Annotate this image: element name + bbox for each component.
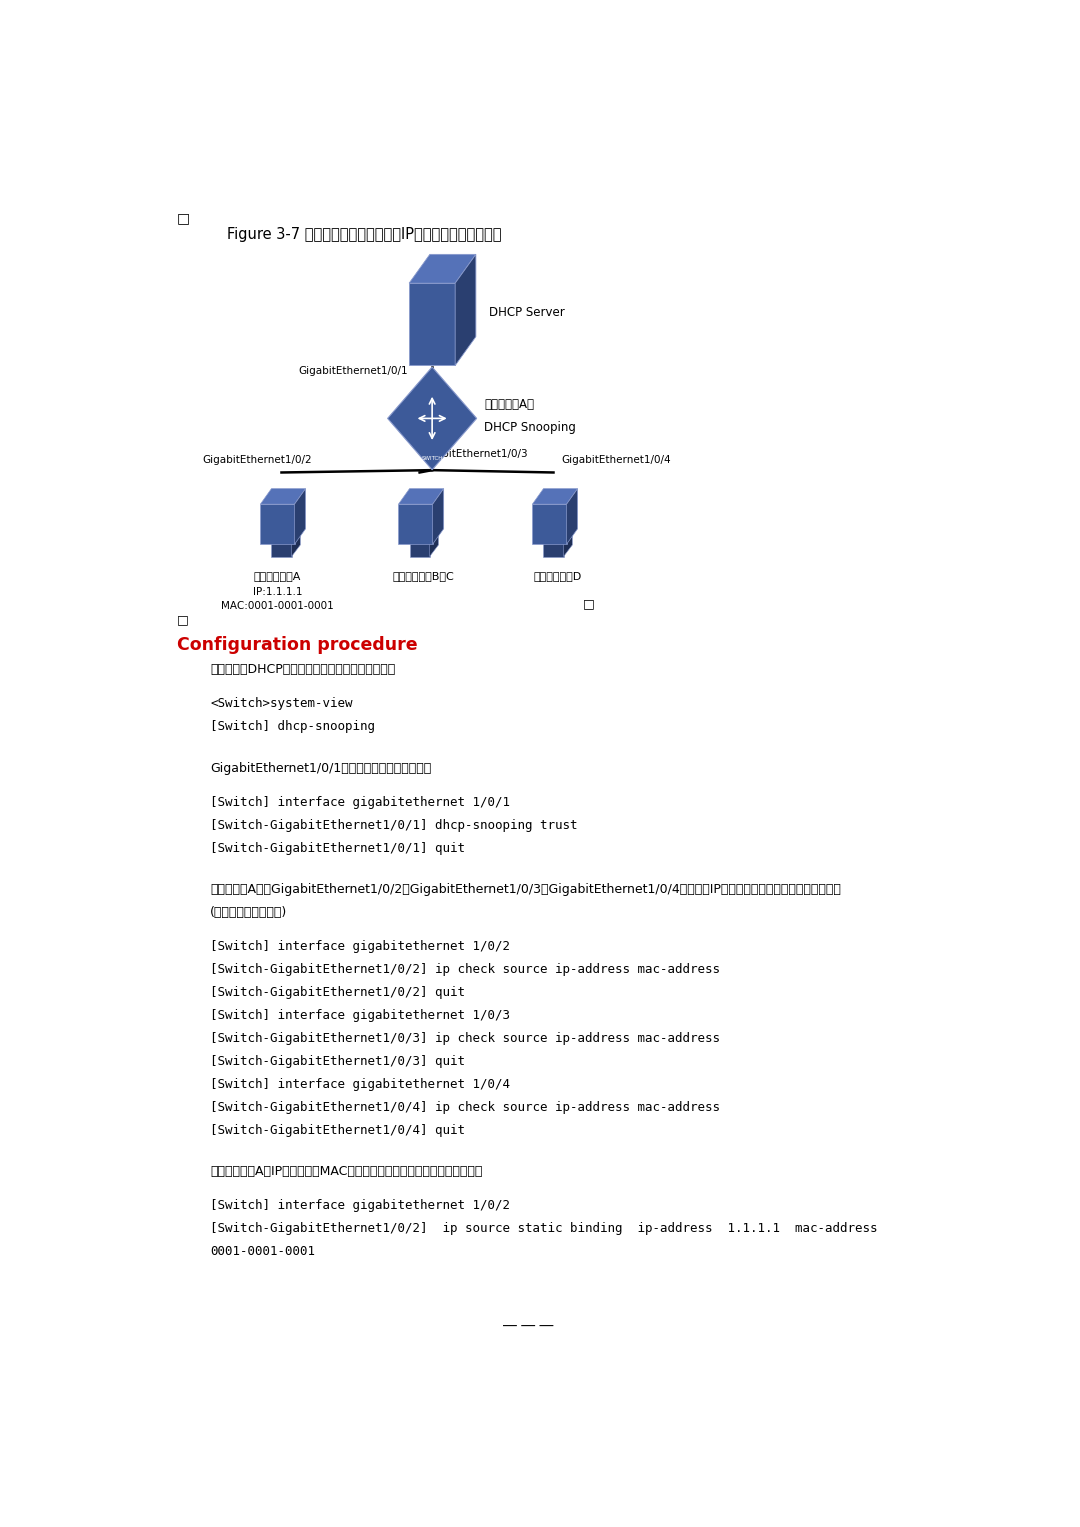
- Text: GigabitEthernet1/0/1: GigabitEthernet1/0/1: [298, 366, 408, 376]
- Text: □: □: [177, 614, 189, 626]
- Text: ― ― ―: ― ― ―: [503, 1319, 554, 1333]
- Text: スイッチ（A）のGigabitEthernet1/0/2、GigabitEthernet1/0/3、GigabitEthernet1/0/4ポートでIPフィルタ: スイッチ（A）のGigabitEthernet1/0/2、GigabitEthe…: [211, 883, 841, 896]
- Text: [Switch] interface gigabitethernet 1/0/3: [Switch] interface gigabitethernet 1/0/3: [211, 1009, 511, 1022]
- Text: □: □: [583, 597, 595, 611]
- Text: DHCP Server: DHCP Server: [489, 305, 565, 319]
- Text: SWITCH: SWITCH: [421, 457, 443, 461]
- Text: (非信頼ポートとなる): (非信頼ポートとなる): [211, 906, 287, 919]
- Text: 0001-0001-0001: 0001-0001-0001: [211, 1246, 315, 1258]
- Text: <Switch>system-view: <Switch>system-view: [211, 698, 353, 710]
- Polygon shape: [292, 527, 300, 556]
- Text: GigabitEthernet1/0/2: GigabitEthernet1/0/2: [202, 455, 312, 464]
- Text: [Switch-GigabitEthernet1/0/4] ip check source ip-address mac-address: [Switch-GigabitEthernet1/0/4] ip check s…: [211, 1101, 720, 1113]
- Polygon shape: [295, 489, 306, 544]
- Polygon shape: [532, 489, 578, 504]
- Text: [Switch] dhcp-snooping: [Switch] dhcp-snooping: [211, 721, 376, 733]
- Polygon shape: [399, 504, 433, 544]
- Text: □: □: [177, 211, 190, 226]
- Polygon shape: [399, 489, 444, 504]
- Polygon shape: [409, 539, 430, 556]
- Polygon shape: [567, 489, 578, 544]
- Text: MAC:0001-0001-0001: MAC:0001-0001-0001: [221, 600, 334, 611]
- Polygon shape: [532, 504, 567, 544]
- Text: スイッチ（A）: スイッチ（A）: [484, 399, 534, 411]
- Polygon shape: [388, 366, 476, 470]
- Text: [Switch-GigabitEthernet1/0/1] dhcp-snooping trust: [Switch-GigabitEthernet1/0/1] dhcp-snoop…: [211, 818, 578, 832]
- Text: スイッチでDHCPスヌーピング機能を有効にする。: スイッチでDHCPスヌーピング機能を有効にする。: [211, 663, 395, 676]
- Text: Figure 3-7 ネットワーク構成の例（IPフィルタリング設定）: Figure 3-7 ネットワーク構成の例（IPフィルタリング設定）: [227, 226, 501, 241]
- Text: [Switch-GigabitEthernet1/0/4] quit: [Switch-GigabitEthernet1/0/4] quit: [211, 1124, 465, 1136]
- Text: [Switch-GigabitEthernet1/0/3] ip check source ip-address mac-address: [Switch-GigabitEthernet1/0/3] ip check s…: [211, 1032, 720, 1044]
- Polygon shape: [409, 527, 438, 539]
- Text: [Switch-GigabitEthernet1/0/2] quit: [Switch-GigabitEthernet1/0/2] quit: [211, 986, 465, 999]
- Polygon shape: [433, 489, 444, 544]
- Text: [Switch] interface gigabitethernet 1/0/2: [Switch] interface gigabitethernet 1/0/2: [211, 1200, 511, 1212]
- Polygon shape: [430, 527, 438, 556]
- Polygon shape: [409, 282, 455, 365]
- Text: GigabitEthernet1/0/4: GigabitEthernet1/0/4: [562, 455, 672, 464]
- Text: [Switch-GigabitEthernet1/0/2] ip check source ip-address mac-address: [Switch-GigabitEthernet1/0/2] ip check s…: [211, 964, 720, 976]
- Polygon shape: [543, 527, 572, 539]
- Text: [Switch-GigabitEthernet1/0/3] quit: [Switch-GigabitEthernet1/0/3] quit: [211, 1055, 465, 1067]
- Polygon shape: [409, 255, 476, 282]
- Polygon shape: [260, 489, 306, 504]
- Text: DHCP Snooping: DHCP Snooping: [484, 421, 576, 434]
- Text: クライアントA: クライアントA: [254, 571, 301, 582]
- Polygon shape: [455, 255, 476, 365]
- Text: [Switch] interface gigabitethernet 1/0/4: [Switch] interface gigabitethernet 1/0/4: [211, 1078, 511, 1090]
- Text: クライアントB、C: クライアントB、C: [393, 571, 455, 582]
- Text: [Switch-GigabitEthernet1/0/1] quit: [Switch-GigabitEthernet1/0/1] quit: [211, 841, 465, 855]
- Polygon shape: [260, 504, 295, 544]
- Text: IP:1.1.1.1: IP:1.1.1.1: [253, 586, 302, 597]
- Text: [Switch-GigabitEthernet1/0/2]  ip source static binding  ip-address  1.1.1.1  ma: [Switch-GigabitEthernet1/0/2] ip source …: [211, 1223, 878, 1235]
- Text: [Switch] interface gigabitethernet 1/0/2: [Switch] interface gigabitethernet 1/0/2: [211, 941, 511, 953]
- Text: GigabitEthernet1/0/1を信頼ポートに指定する。: GigabitEthernet1/0/1を信頼ポートに指定する。: [211, 762, 432, 774]
- Polygon shape: [564, 527, 572, 556]
- Text: Configuration procedure: Configuration procedure: [177, 635, 418, 654]
- Polygon shape: [271, 527, 300, 539]
- Text: クライアントAのIPアドレスとMACアドレスのバインディングを設定する。: クライアントAのIPアドレスとMACアドレスのバインディングを設定する。: [211, 1165, 483, 1179]
- Polygon shape: [543, 539, 564, 556]
- Text: [Switch] interface gigabitethernet 1/0/1: [Switch] interface gigabitethernet 1/0/1: [211, 796, 511, 809]
- Text: GigabitEthernet1/0/3: GigabitEthernet1/0/3: [418, 449, 527, 458]
- Polygon shape: [271, 539, 292, 556]
- Text: クライアントD: クライアントD: [534, 571, 582, 582]
